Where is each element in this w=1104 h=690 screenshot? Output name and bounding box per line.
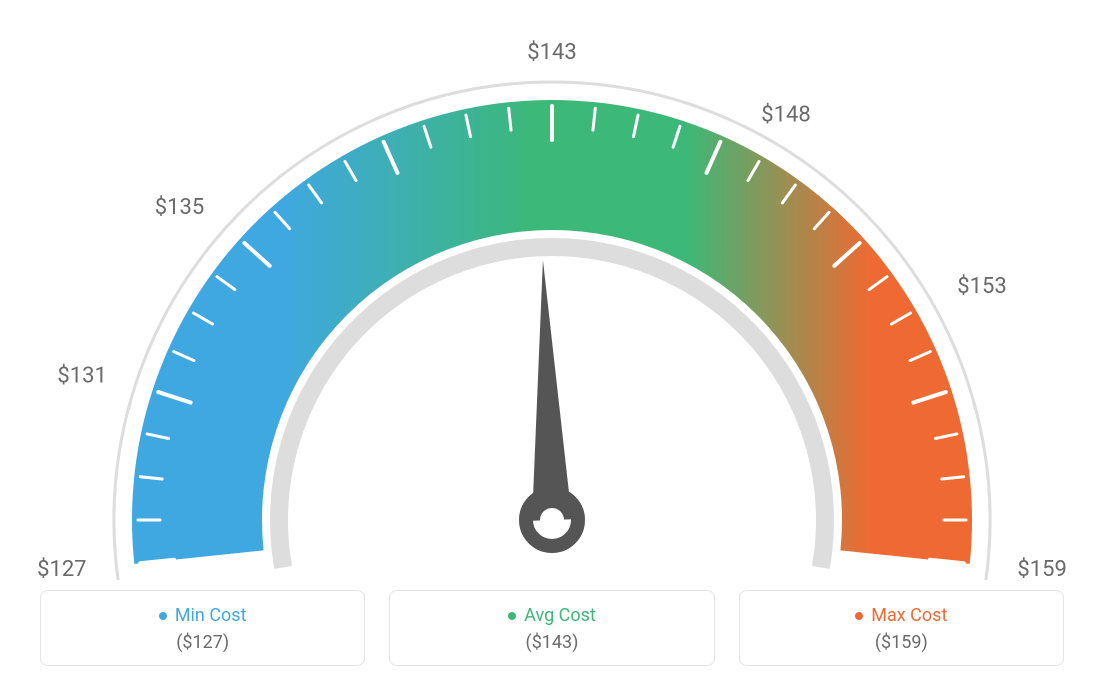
cost-gauge: $127$131$135$143$148$153$159 [0, 0, 1104, 570]
legend-max-value: ($159) [750, 632, 1053, 653]
legend-max-title: Max Cost [855, 605, 947, 626]
gauge-tick-label: $135 [155, 195, 204, 220]
gauge-tick-label: $153 [957, 274, 1006, 299]
legend-avg-card: Avg Cost ($143) [389, 590, 714, 667]
legend-max-label: Max Cost [871, 605, 947, 626]
gauge-tick-label: $127 [37, 557, 86, 580]
legend-avg-label: Avg Cost [524, 605, 596, 626]
legend-min-card: Min Cost ($127) [40, 590, 365, 667]
legend: Min Cost ($127) Avg Cost ($143) Max Cost… [40, 590, 1064, 667]
legend-min-title: Min Cost [159, 605, 247, 626]
legend-min-label: Min Cost [175, 605, 247, 626]
legend-max-dot [855, 612, 863, 620]
gauge-tick-label: $148 [761, 103, 810, 128]
legend-avg-dot [508, 612, 516, 620]
gauge-tick-label: $131 [57, 363, 106, 388]
gauge-tick-label: $159 [1017, 557, 1066, 580]
legend-min-dot [159, 612, 167, 620]
legend-max-card: Max Cost ($159) [739, 590, 1064, 667]
legend-avg-title: Avg Cost [508, 605, 596, 626]
gauge-tick-label: $143 [527, 40, 576, 65]
legend-min-value: ($127) [51, 632, 354, 653]
legend-avg-value: ($143) [400, 632, 703, 653]
gauge-svg: $127 $131 $135 $143 $148 $153 $159 [0, 0, 1104, 580]
